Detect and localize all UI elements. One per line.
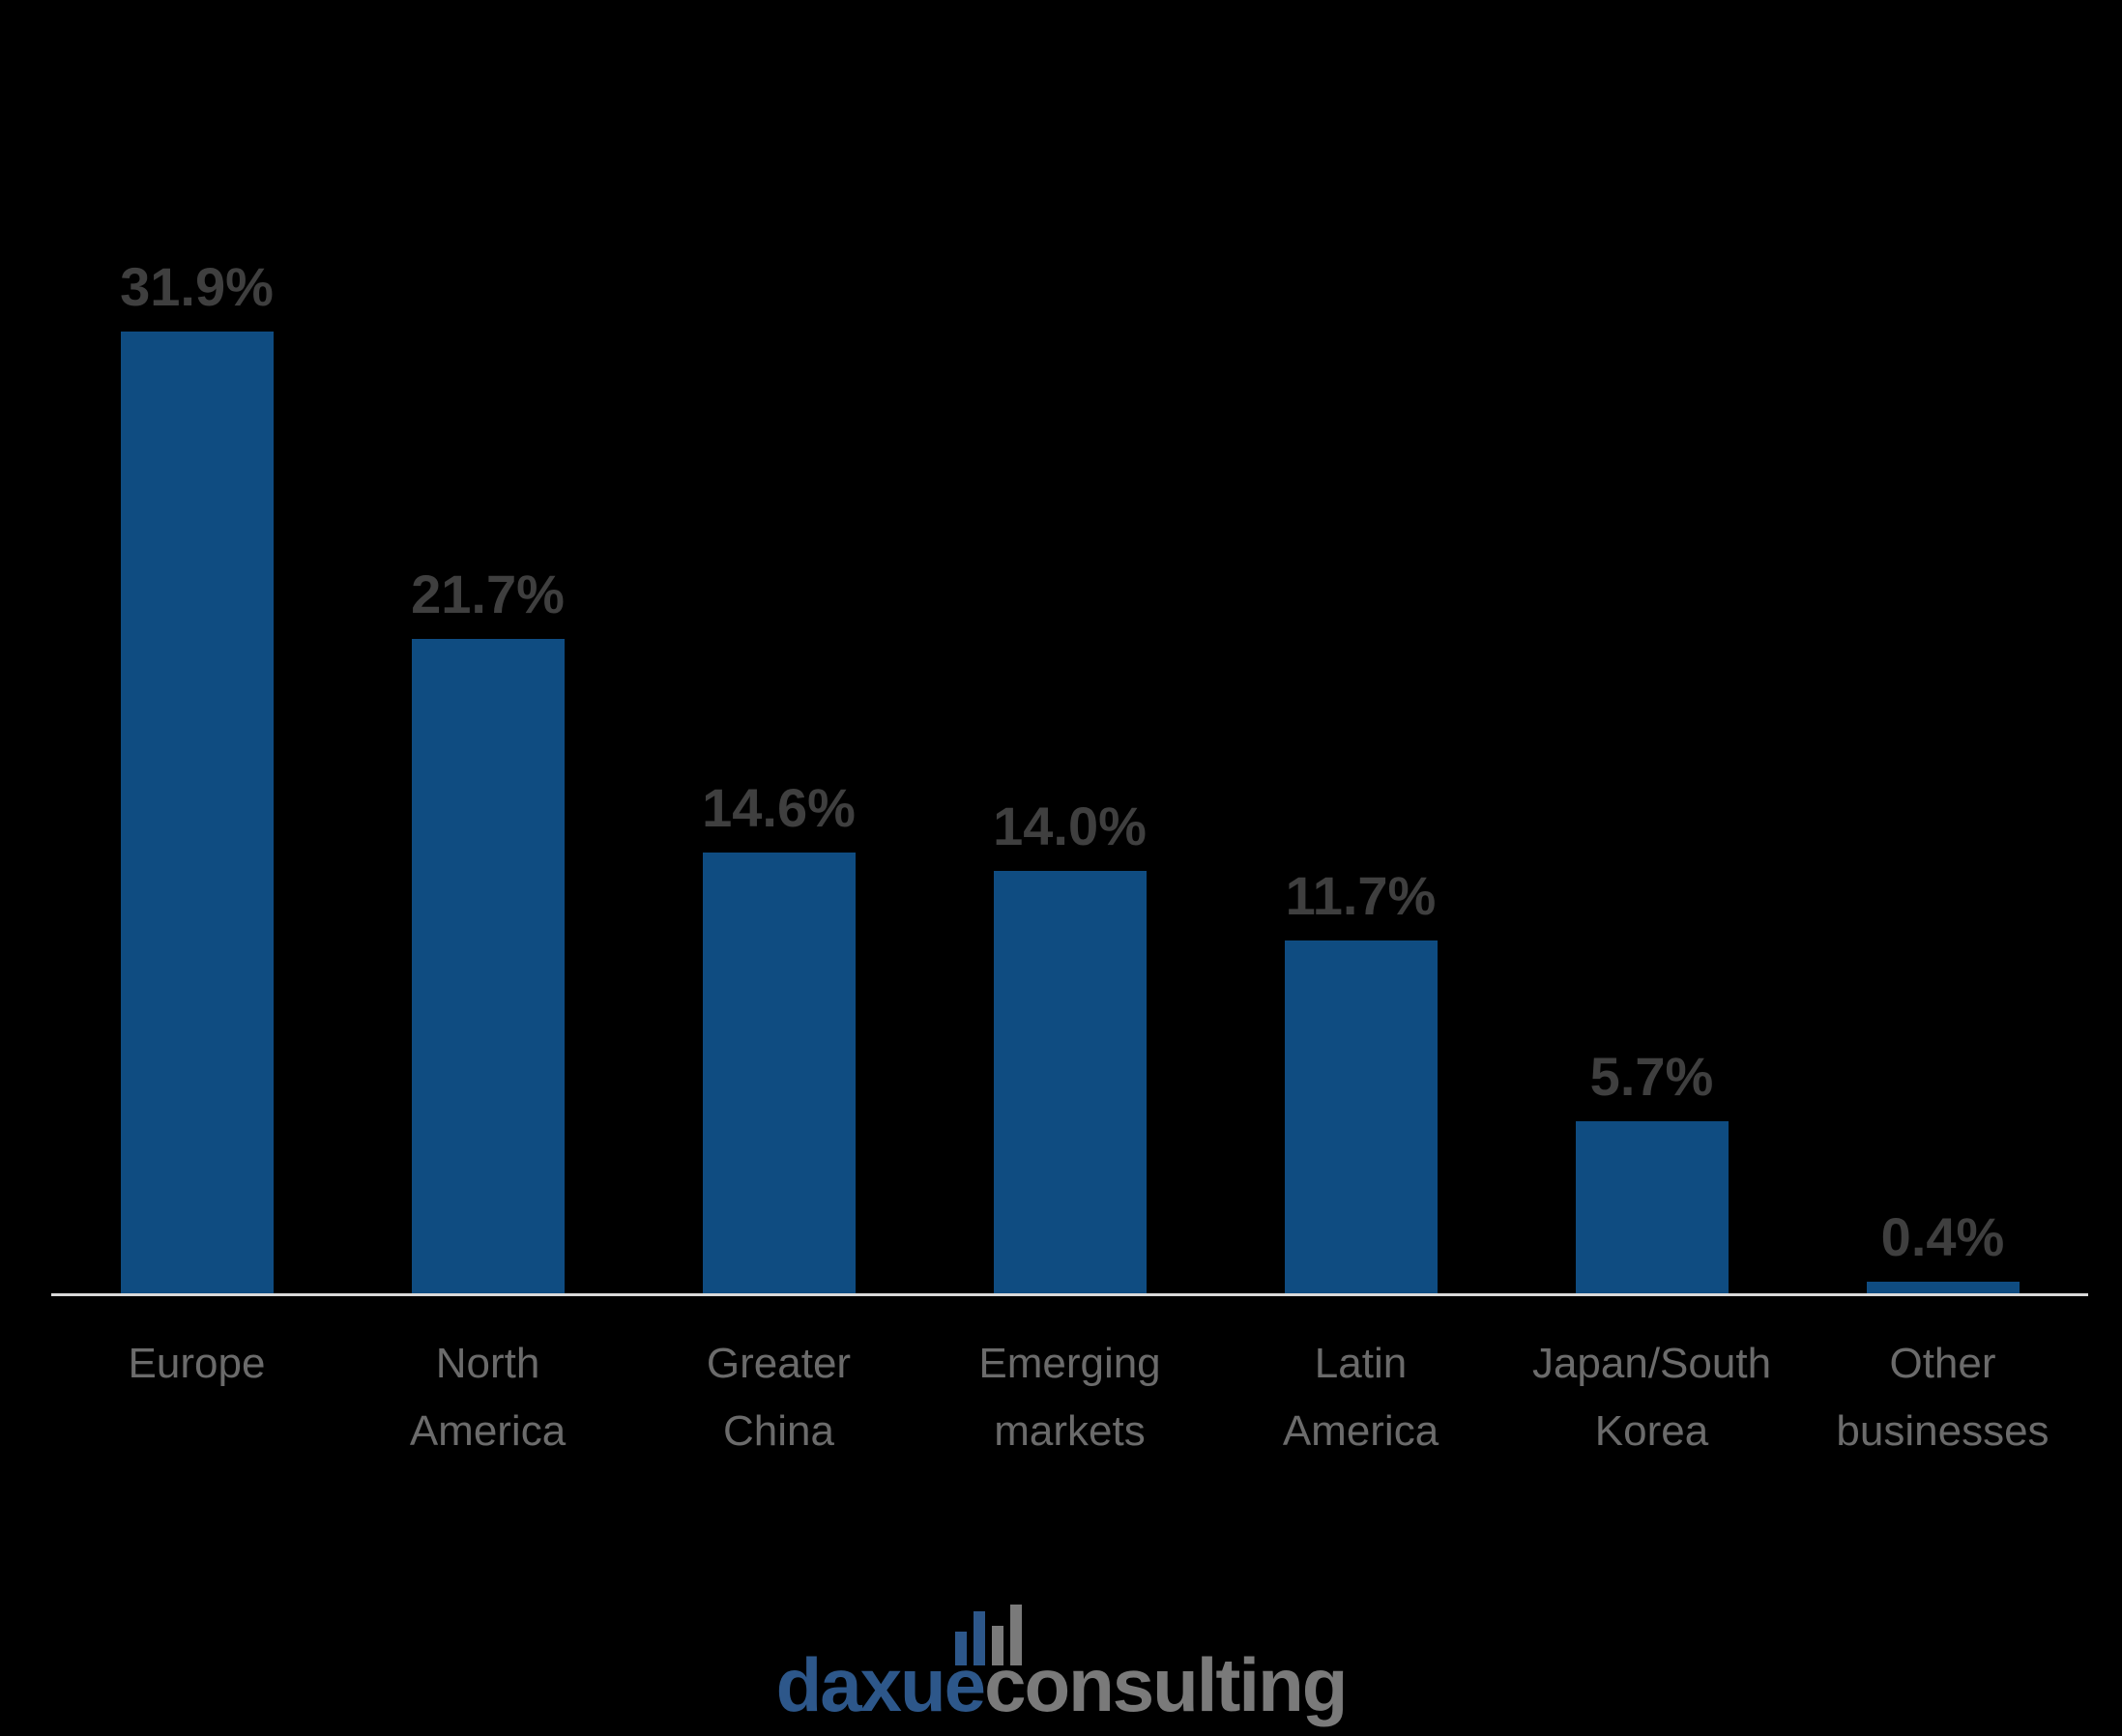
logo-brand-right: consulting <box>984 1642 1348 1727</box>
category-label: Emerging markets <box>978 1340 1161 1455</box>
bar <box>120 332 274 1293</box>
bar-column: 11.7% <box>1215 0 1506 1293</box>
logo-icon-bar <box>1010 1605 1022 1665</box>
category-axis-labels: Europe North America Greater China Emerging… <box>51 1330 2088 1465</box>
logo-icon-bar <box>955 1632 967 1665</box>
category-label: Latin America <box>1282 1340 1439 1455</box>
value-label: 11.7% <box>1285 865 1437 926</box>
bar <box>411 639 565 1293</box>
bar-column: 5.7% <box>1506 0 1797 1293</box>
logo-icon-bar <box>974 1611 985 1665</box>
bar-column: 0.4% <box>1797 0 2088 1293</box>
bar-chart-icon <box>955 1605 1022 1665</box>
bar-column: 14.0% <box>924 0 1215 1293</box>
category-label: Europe <box>128 1340 266 1387</box>
value-label: 0.4% <box>1880 1206 2005 1267</box>
value-label: 14.6% <box>702 777 856 838</box>
bar-column: 14.6% <box>633 0 924 1293</box>
bar <box>993 871 1147 1293</box>
bar <box>1866 1282 2020 1293</box>
logo-text: daxueconsulting <box>0 1643 2122 1726</box>
logo-icon-bar <box>992 1626 1003 1665</box>
bar-chart-plot-area: 31.9% 21.7% 14.6% 14.0% 11.7% 5.7% 0.4% <box>51 0 2088 1293</box>
category-label: Other businesses <box>1836 1340 2049 1455</box>
value-label: 5.7% <box>1589 1046 1714 1107</box>
value-label: 21.7% <box>411 564 565 624</box>
category-label: North America <box>409 1340 567 1455</box>
logo-brand-left: daxue <box>775 1642 986 1727</box>
bar <box>1284 940 1438 1293</box>
bar-column: 21.7% <box>342 0 633 1293</box>
bar <box>702 853 856 1293</box>
value-label: 31.9% <box>120 256 274 317</box>
category-label: Greater China <box>706 1340 852 1455</box>
category-label: Japan/South Korea <box>1531 1340 1772 1455</box>
x-axis-baseline <box>51 1293 2088 1296</box>
bar <box>1575 1121 1729 1293</box>
value-label: 14.0% <box>993 796 1147 856</box>
bar-column: 31.9% <box>51 0 342 1293</box>
